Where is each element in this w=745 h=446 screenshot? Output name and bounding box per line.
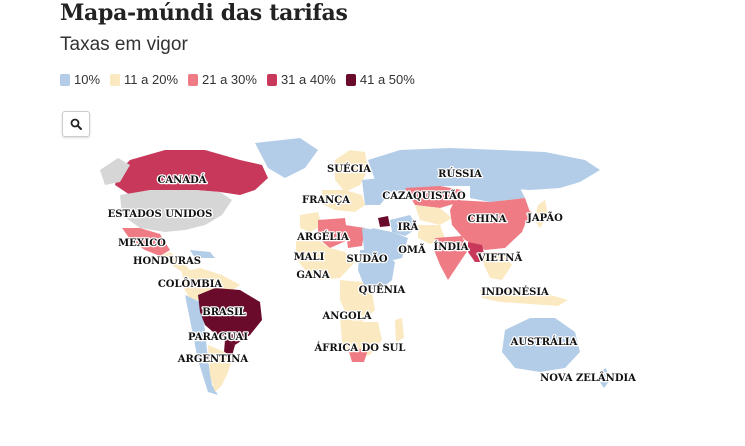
country-myanmar[interactable] <box>468 242 486 262</box>
label-usa: ESTADOS UNIDOS <box>108 209 213 220</box>
label-sudan: SUDÃO <box>346 253 387 265</box>
legend-item-31-40: 31 a 40% <box>266 72 336 87</box>
label-colombia: COLÔMBIA <box>158 278 223 290</box>
legend-label-41-50: 41 a 50% <box>359 72 415 87</box>
south-america-west[interactable] <box>185 295 218 395</box>
label-vietnam: VIETNÃ <box>477 252 523 264</box>
country-brazil[interactable] <box>198 288 262 345</box>
country-india[interactable] <box>434 236 468 280</box>
caribbean[interactable] <box>190 250 215 258</box>
country-syria[interactable] <box>378 216 390 227</box>
zoom-button[interactable] <box>62 111 90 137</box>
legend-label-11-20: 11 a 20% <box>124 72 178 87</box>
southern-africa[interactable] <box>340 318 382 358</box>
east-africa[interactable] <box>358 250 395 290</box>
legend-label-21-30: 21 a 30% <box>202 72 257 87</box>
legend-item-21-30: 21 a 30% <box>188 72 257 87</box>
country-indonesia[interactable] <box>480 288 568 306</box>
label-mali: MALI <box>294 252 325 263</box>
page-subtitle: Taxas em vigor <box>60 34 188 55</box>
label-oman: OMÃ <box>398 244 426 256</box>
label-kazakhstan: CAZAQUISTÃO <box>382 190 466 202</box>
label-algeria: ARGÉLIA <box>296 231 349 243</box>
country-australia[interactable] <box>502 318 580 372</box>
northern-europe[interactable] <box>335 150 368 192</box>
label-mexico: MEXICO <box>118 238 166 249</box>
country-algeria[interactable] <box>318 218 348 248</box>
label-china: CHINA <box>468 214 507 225</box>
madagascar[interactable] <box>395 318 404 342</box>
west-africa[interactable] <box>296 240 355 280</box>
greenland[interactable] <box>255 138 318 178</box>
country-paraguay[interactable] <box>224 340 235 356</box>
country-japan[interactable] <box>534 200 548 228</box>
label-australia: AUSTRÁLIA <box>510 336 578 348</box>
label-south-africa: ÁFRICA DO SUL <box>314 342 406 354</box>
page-title: Mapa-múndi das tarifas <box>60 0 348 26</box>
morocco[interactable] <box>300 212 322 232</box>
search-icon <box>70 118 82 130</box>
country-canada[interactable] <box>115 150 268 195</box>
label-argentina: ARGENTINA <box>177 354 249 365</box>
label-iran: IRÃ <box>398 221 419 233</box>
legend-item-41-50: 41 a 50% <box>345 72 415 87</box>
legend-label-31-40: 31 a 40% <box>280 72 336 87</box>
central-asia[interactable] <box>415 205 452 225</box>
country-china[interactable] <box>450 198 530 250</box>
label-angola: ANGOLA <box>322 311 372 322</box>
country-usa[interactable] <box>120 190 232 232</box>
label-sweden: SUÉCIA <box>327 163 371 175</box>
central-africa[interactable] <box>340 280 375 322</box>
western-europe[interactable] <box>322 190 365 212</box>
label-indonesia: INDONÉSIA <box>481 286 549 298</box>
label-india: ÍNDIA <box>434 241 469 253</box>
libya[interactable] <box>345 225 365 248</box>
label-brazil: BRASIL <box>202 307 245 318</box>
label-kenya: QUÊNIA <box>359 284 406 296</box>
legend-label-10: 10% <box>74 72 101 87</box>
korea[interactable] <box>524 210 532 222</box>
country-new-zealand[interactable] <box>600 368 610 388</box>
egypt[interactable] <box>362 228 378 250</box>
legend-swatch-11-20 <box>110 73 121 86</box>
legend-swatch-21-30 <box>188 73 198 86</box>
label-new-zealand: NOVA ZELÂNDIA <box>540 372 636 384</box>
legend-swatch-31-40 <box>266 73 277 86</box>
label-canada: CANADÁ <box>157 174 206 186</box>
label-france: FRANÇA <box>302 195 350 206</box>
southeast-asia[interactable] <box>482 252 512 280</box>
legend: 10% 11 a 20% 21 a 30% 31 a 40% 41 a 50% <box>60 72 415 87</box>
label-paraguay: PARAGUAI <box>188 332 248 343</box>
country-kazakhstan[interactable] <box>405 186 462 208</box>
legend-item-11-20: 11 a 20% <box>110 72 178 87</box>
country-mexico[interactable] <box>122 228 170 256</box>
label-russia: RÚSSIA <box>438 168 482 180</box>
label-japan: JAPÃO <box>526 212 563 224</box>
central-america[interactable] <box>160 252 190 272</box>
label-honduras: HONDURAS <box>133 256 201 267</box>
label-ghana: GANA <box>296 270 329 281</box>
country-argentina[interactable] <box>208 345 232 392</box>
legend-swatch-41-50 <box>345 73 356 86</box>
legend-item-10: 10% <box>60 72 100 87</box>
country-south-africa[interactable] <box>348 348 368 362</box>
mongolia[interactable] <box>470 186 525 202</box>
country-iran[interactable] <box>390 215 418 236</box>
country-russia[interactable] <box>368 148 600 192</box>
alaska[interactable] <box>100 158 130 185</box>
legend-swatch-10 <box>60 73 70 86</box>
